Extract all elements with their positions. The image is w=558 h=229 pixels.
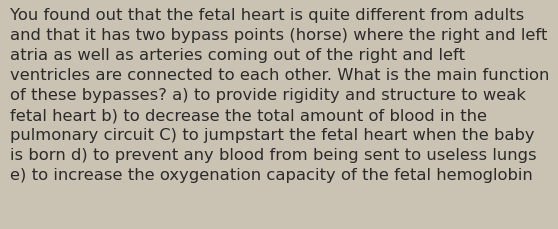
Text: You found out that the fetal heart is quite different from adults
and that it ha: You found out that the fetal heart is qu… <box>10 8 550 183</box>
